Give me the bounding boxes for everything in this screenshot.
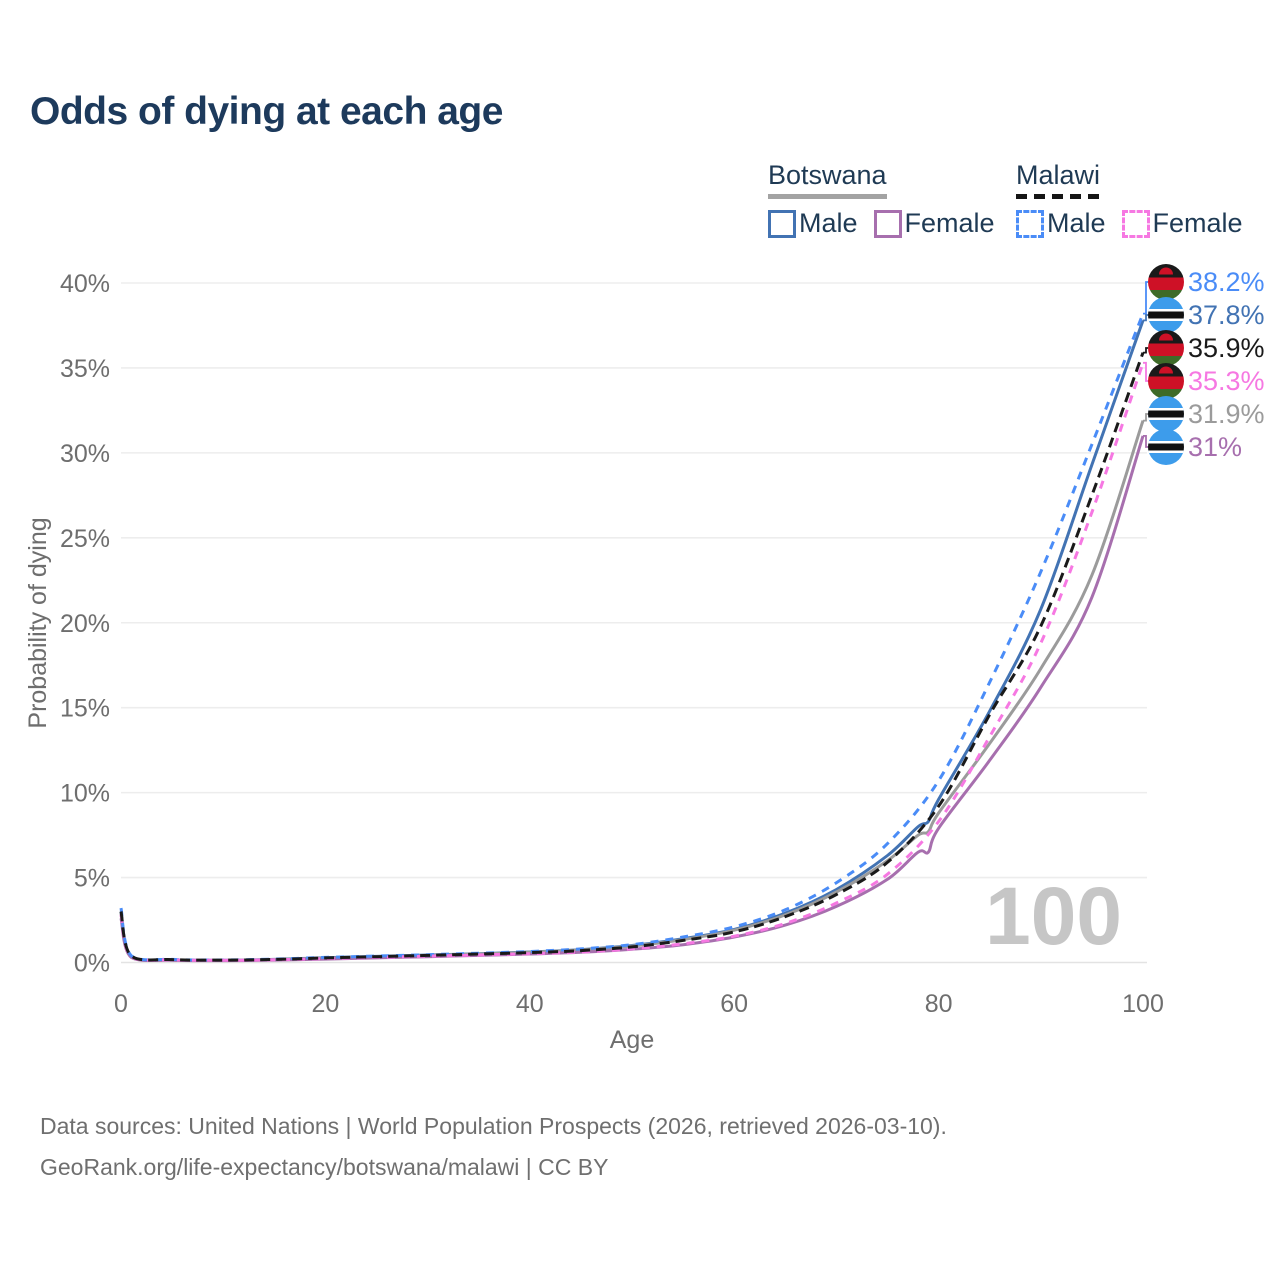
legend-group-malawi: Malawi Male Female — [1016, 160, 1259, 239]
end-label-connectors — [1143, 281, 1148, 448]
y-tick-label: 0% — [74, 950, 110, 978]
x-tick-label: 60 — [720, 990, 748, 1018]
end-connector-malawi-female — [1143, 361, 1148, 382]
malawi-female-swatch[interactable] — [1121, 209, 1150, 238]
malawi-flag-icon — [1148, 264, 1184, 300]
end-connector-botswana-all — [1143, 413, 1148, 422]
page-title: Odds of dying at each age — [30, 90, 503, 133]
botswana-flag-icon — [1148, 429, 1184, 465]
botswana-flag-icon — [1148, 396, 1184, 432]
end-labels: 38.2%37.8%35.9%35.3%31.9%31% — [1148, 264, 1265, 465]
end-value-label-malawi-female: 35.3% — [1188, 366, 1265, 396]
gridlines — [121, 282, 1147, 964]
y-tick-label: 10% — [60, 780, 110, 808]
series-line-malawi-all[interactable] — [119, 352, 1145, 962]
malawi-flag-icon — [1148, 330, 1184, 366]
end-value-label-malawi-all: 35.9% — [1188, 333, 1265, 363]
x-tick-label: 80 — [925, 990, 953, 1018]
y-tick-label: 40% — [60, 270, 110, 298]
x-axis-title: Age — [610, 1026, 654, 1054]
legend-group-botswana: Botswana Male Female — [768, 160, 1011, 239]
x-tick-label: 100 — [1122, 990, 1164, 1018]
x-tick-label: 20 — [311, 990, 339, 1018]
end-connector-malawi-male — [1143, 281, 1148, 315]
legend-label-malawi-male[interactable]: Male — [1047, 208, 1106, 238]
malawi-male-swatch[interactable] — [1016, 209, 1044, 238]
data-source-note: Data sources: United Nations | World Pop… — [40, 1113, 947, 1139]
y-tick-label: 20% — [60, 610, 110, 638]
legend-label-malawi-female[interactable]: Female — [1152, 208, 1243, 238]
series-line-malawi-male[interactable] — [119, 313, 1145, 962]
botswana-line-style-sample — [768, 194, 887, 199]
legend-country-botswana: Botswana — [768, 160, 887, 199]
y-tick-label: 25% — [60, 525, 110, 553]
series-lines — [119, 313, 1145, 963]
legend-country-malawi: Malawi — [1016, 160, 1101, 199]
end-connector-botswana-male — [1143, 314, 1148, 322]
botswana-female-swatch[interactable] — [873, 209, 902, 238]
botswana-flag-icon — [1148, 297, 1184, 333]
end-value-label-botswana-all: 31.9% — [1188, 399, 1265, 429]
x-tick-label: 40 — [516, 990, 544, 1018]
end-value-label-botswana-male: 37.8% — [1188, 300, 1265, 330]
end-connector-botswana-female — [1143, 435, 1148, 448]
malawi-flag-icon — [1148, 363, 1184, 399]
y-axis-title: Probability of dying — [24, 517, 52, 728]
y-axis-tick-labels: 0% 5% 10% 15% 20% 25% 30% 35% 40% — [60, 270, 110, 978]
end-value-label-malawi-male: 38.2% — [1188, 267, 1265, 297]
series-line-botswana-male[interactable] — [119, 319, 1145, 962]
y-tick-label: 30% — [60, 440, 110, 468]
x-axis-tick-labels: 0 20 40 60 80 100 — [114, 990, 1164, 1018]
x-tick-label: 0 — [114, 990, 128, 1018]
y-tick-label: 15% — [60, 695, 110, 723]
age-watermark: 100 — [985, 871, 1122, 962]
attribution-url: GeoRank.org/life-expectancy/botswana/mal… — [40, 1154, 609, 1180]
end-value-label-botswana-female: 31% — [1188, 432, 1242, 462]
malawi-line-style-sample — [1016, 194, 1101, 199]
legend-label-botswana-male[interactable]: Male — [799, 208, 858, 238]
end-connector-malawi-all — [1143, 347, 1148, 354]
y-tick-label: 35% — [60, 355, 110, 383]
botswana-male-swatch[interactable] — [768, 209, 796, 238]
footer: Data sources: United Nations | World Pop… — [40, 1106, 947, 1188]
legend-label-botswana-female[interactable]: Female — [904, 208, 995, 238]
y-tick-label: 5% — [74, 865, 110, 893]
